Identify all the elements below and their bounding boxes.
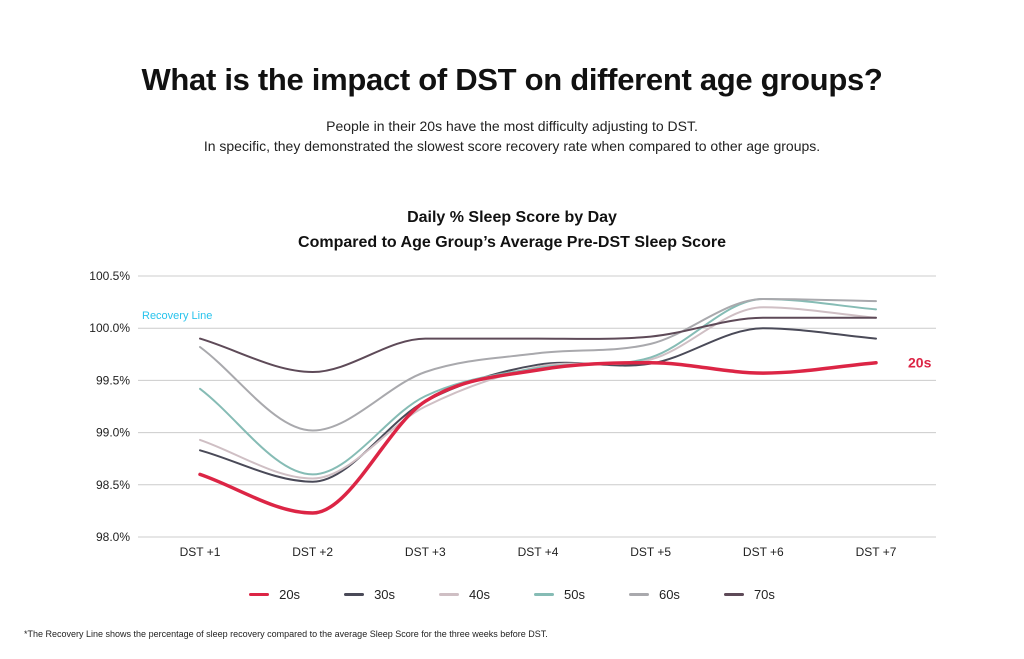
x-tick-label: DST +6 (743, 545, 784, 559)
series-line-70s (199, 316, 877, 373)
footnote: *The Recovery Line shows the percentage … (24, 629, 548, 639)
legend-item-30s: 30s (344, 587, 395, 602)
legend-label: 50s (564, 587, 585, 602)
chart-title-line-2: Compared to Age Group’s Average Pre-DST … (298, 234, 726, 251)
intro-text: People in their 20s have the most diffic… (0, 116, 1024, 156)
recovery-line-label: Recovery Line (142, 310, 212, 322)
legend-swatch (249, 593, 270, 596)
legend-swatch (723, 593, 744, 596)
legend-swatch (534, 593, 554, 596)
legend-item-70s: 70s (723, 587, 775, 602)
legend-swatch (344, 593, 365, 596)
legend-swatch (628, 593, 649, 596)
legend-item-40s: 40s (439, 587, 490, 602)
y-tick-label: 99.0% (96, 426, 130, 440)
legend-item-50s: 50s (534, 587, 585, 602)
chart-title: Daily % Sleep Score by Day Compared to A… (0, 205, 1024, 255)
y-tick-label: 98.0% (96, 530, 130, 544)
x-tick-label: DST +2 (292, 545, 333, 559)
legend-label: 20s (279, 587, 301, 602)
legend-item-60s: 60s (628, 587, 680, 602)
x-tick-label: DST +4 (518, 545, 559, 559)
intro-line-2: In specific, they demonstrated the slowe… (203, 138, 821, 154)
series-end-label-20s: 20s (908, 355, 932, 371)
series-line-60s (199, 298, 877, 432)
page-headline: What is the impact of DST on different a… (141, 62, 883, 97)
series-line-20s (198, 360, 878, 515)
legend-swatch (439, 593, 460, 596)
intro-line-1: People in their 20s have the most diffic… (326, 118, 698, 134)
series-line-30s (199, 327, 877, 483)
x-tick-label: DST +3 (405, 545, 446, 559)
y-tick-label: 100.0% (89, 321, 130, 335)
series-line-40s (199, 306, 877, 480)
chart-title-line-1: Daily % Sleep Score by Day (407, 209, 617, 226)
legend-label: 60s (658, 587, 680, 602)
legend-item-20s: 20s (249, 587, 300, 602)
legend-label: 70s (753, 587, 775, 602)
y-tick-label: 99.5% (96, 373, 130, 387)
x-tick-label: DST +1 (180, 545, 221, 559)
chart-legend: 20s 30s 40s 50s 60s 70s (0, 587, 1024, 602)
legend-label: 40s (469, 587, 490, 602)
legend-label: 30s (374, 587, 396, 602)
y-tick-label: 98.5% (96, 478, 130, 492)
x-tick-label: DST +7 (856, 545, 897, 559)
x-tick-label: DST +5 (630, 545, 671, 559)
y-tick-label: 100.5% (89, 269, 130, 283)
